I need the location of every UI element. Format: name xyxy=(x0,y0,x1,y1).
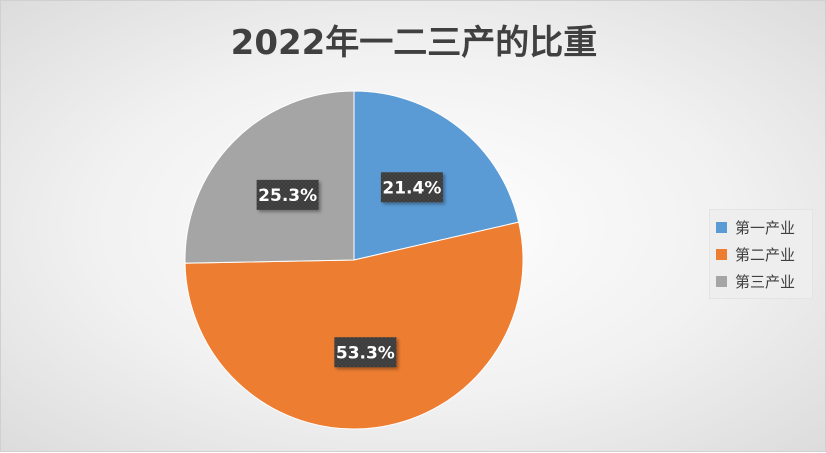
data-label-tertiary: 25.3% xyxy=(256,179,319,210)
chart-title: 2022年一二三产的比重 xyxy=(230,23,598,63)
data-label-primary: 21.4% xyxy=(380,172,443,203)
pie-slice-secondary xyxy=(184,221,524,430)
pie-slices xyxy=(184,90,524,430)
pie-data-labels: 21.4% 53.3% 25.3% xyxy=(256,172,443,368)
legend-swatch xyxy=(716,222,727,233)
data-label-text: 25.3% xyxy=(258,186,317,206)
legend-label: 第二产业 xyxy=(735,246,796,264)
legend-swatch xyxy=(716,276,727,287)
data-label-secondary: 53.3% xyxy=(334,337,397,368)
data-label-box xyxy=(380,172,443,203)
legend-label: 第三产业 xyxy=(735,273,796,291)
data-label-box xyxy=(256,179,319,210)
legend-label: 第一产业 xyxy=(735,219,796,237)
data-label-text: 21.4% xyxy=(382,178,441,198)
data-label-box xyxy=(334,337,397,368)
data-label-text: 53.3% xyxy=(336,343,395,363)
legend-item-secondary: 第二产业 xyxy=(716,241,812,268)
pie-slice-tertiary xyxy=(184,90,355,264)
legend-swatch xyxy=(716,249,727,260)
legend: 第一产业第二产业第三产业 xyxy=(709,209,813,299)
legend-item-primary: 第一产业 xyxy=(716,214,812,241)
legend-item-tertiary: 第三产业 xyxy=(716,268,812,295)
